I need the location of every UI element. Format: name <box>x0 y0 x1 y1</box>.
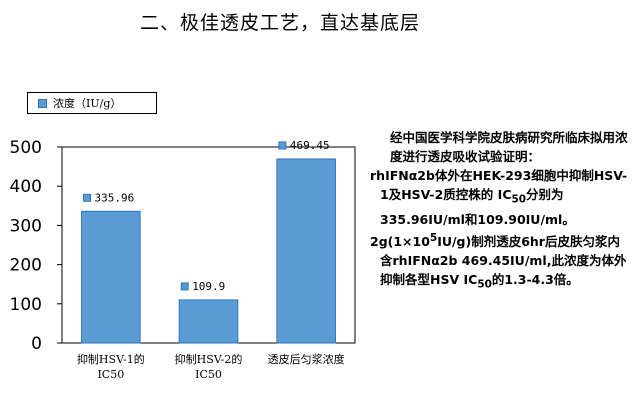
legend-label: 浓度（IU/g） <box>53 97 122 110</box>
note-ic50-tail: 分别为335.96IU/ml和109.90IU/ml。 <box>380 187 575 227</box>
note-permeation-text: 2g(1×10 <box>370 233 430 249</box>
notes-panel: 经中国医学科学院皮肤病研究所临床拟用浓度进行透皮吸收试验证明： rhIFNα2b… <box>370 128 632 294</box>
y-tick-label: 400 <box>10 177 42 197</box>
note-permeation: 2g(1×105IU/g)制剂透皮6hr后皮肤匀浆内含rhIFNα2b 469.… <box>370 229 632 295</box>
category-label: 抑制HSV-2的 <box>175 352 243 366</box>
bar <box>81 210 141 344</box>
note-permeation-tail: 的1.3-4.3倍。 <box>491 271 579 287</box>
y-tick-label: 500 <box>10 138 42 158</box>
bar <box>276 158 336 344</box>
bar <box>178 299 239 344</box>
y-tick-label: 100 <box>10 295 42 315</box>
note-intro: 经中国医学科学院皮肤病研究所临床拟用浓度进行透皮吸收试验证明： <box>390 130 628 164</box>
legend-swatch <box>38 98 47 108</box>
data-label: 469.45 <box>290 139 330 152</box>
y-tick-label: 0 <box>31 334 42 354</box>
data-label: 335.96 <box>95 191 135 204</box>
category-label: IC50 <box>195 368 222 381</box>
data-label-marker <box>180 282 189 291</box>
note-ic50-text: rhIFNα2b体外在HEK-293细胞中抑制HSV-1及HSV-2质控株的 I… <box>370 168 628 202</box>
bar-chart: 0 100 200 300 400 500 335.96 抑制HSV-1的 IC50 109.9 抑… <box>10 138 356 381</box>
data-label-marker <box>83 193 92 202</box>
page-heading: 二、极佳透皮工艺，直达基底层 <box>139 12 420 34</box>
chart-legend: 浓度（IU/g） <box>27 92 157 114</box>
y-tick-label: 300 <box>10 216 42 236</box>
y-tick-label: 200 <box>10 256 42 276</box>
note-ic50-sub: 50 <box>511 193 526 206</box>
data-label: 109.9 <box>192 280 225 293</box>
category-label: IC50 <box>97 368 124 381</box>
data-label-marker <box>278 141 287 150</box>
category-label: 透皮后匀浆浓度 <box>268 352 345 366</box>
note-permeation-mid: IU/g)制剂透皮6hr后皮肤匀浆内含rhIFNα2b 469.45IU/ml,… <box>380 233 627 287</box>
note-ic50: rhIFNα2b体外在HEK-293细胞中抑制HSV-1及HSV-2质控株的 I… <box>370 166 632 229</box>
note-permeation-sup: 5 <box>429 231 438 244</box>
category-label: 抑制HSV-1的 <box>77 352 145 366</box>
note-permeation-sub: 50 <box>477 278 492 291</box>
